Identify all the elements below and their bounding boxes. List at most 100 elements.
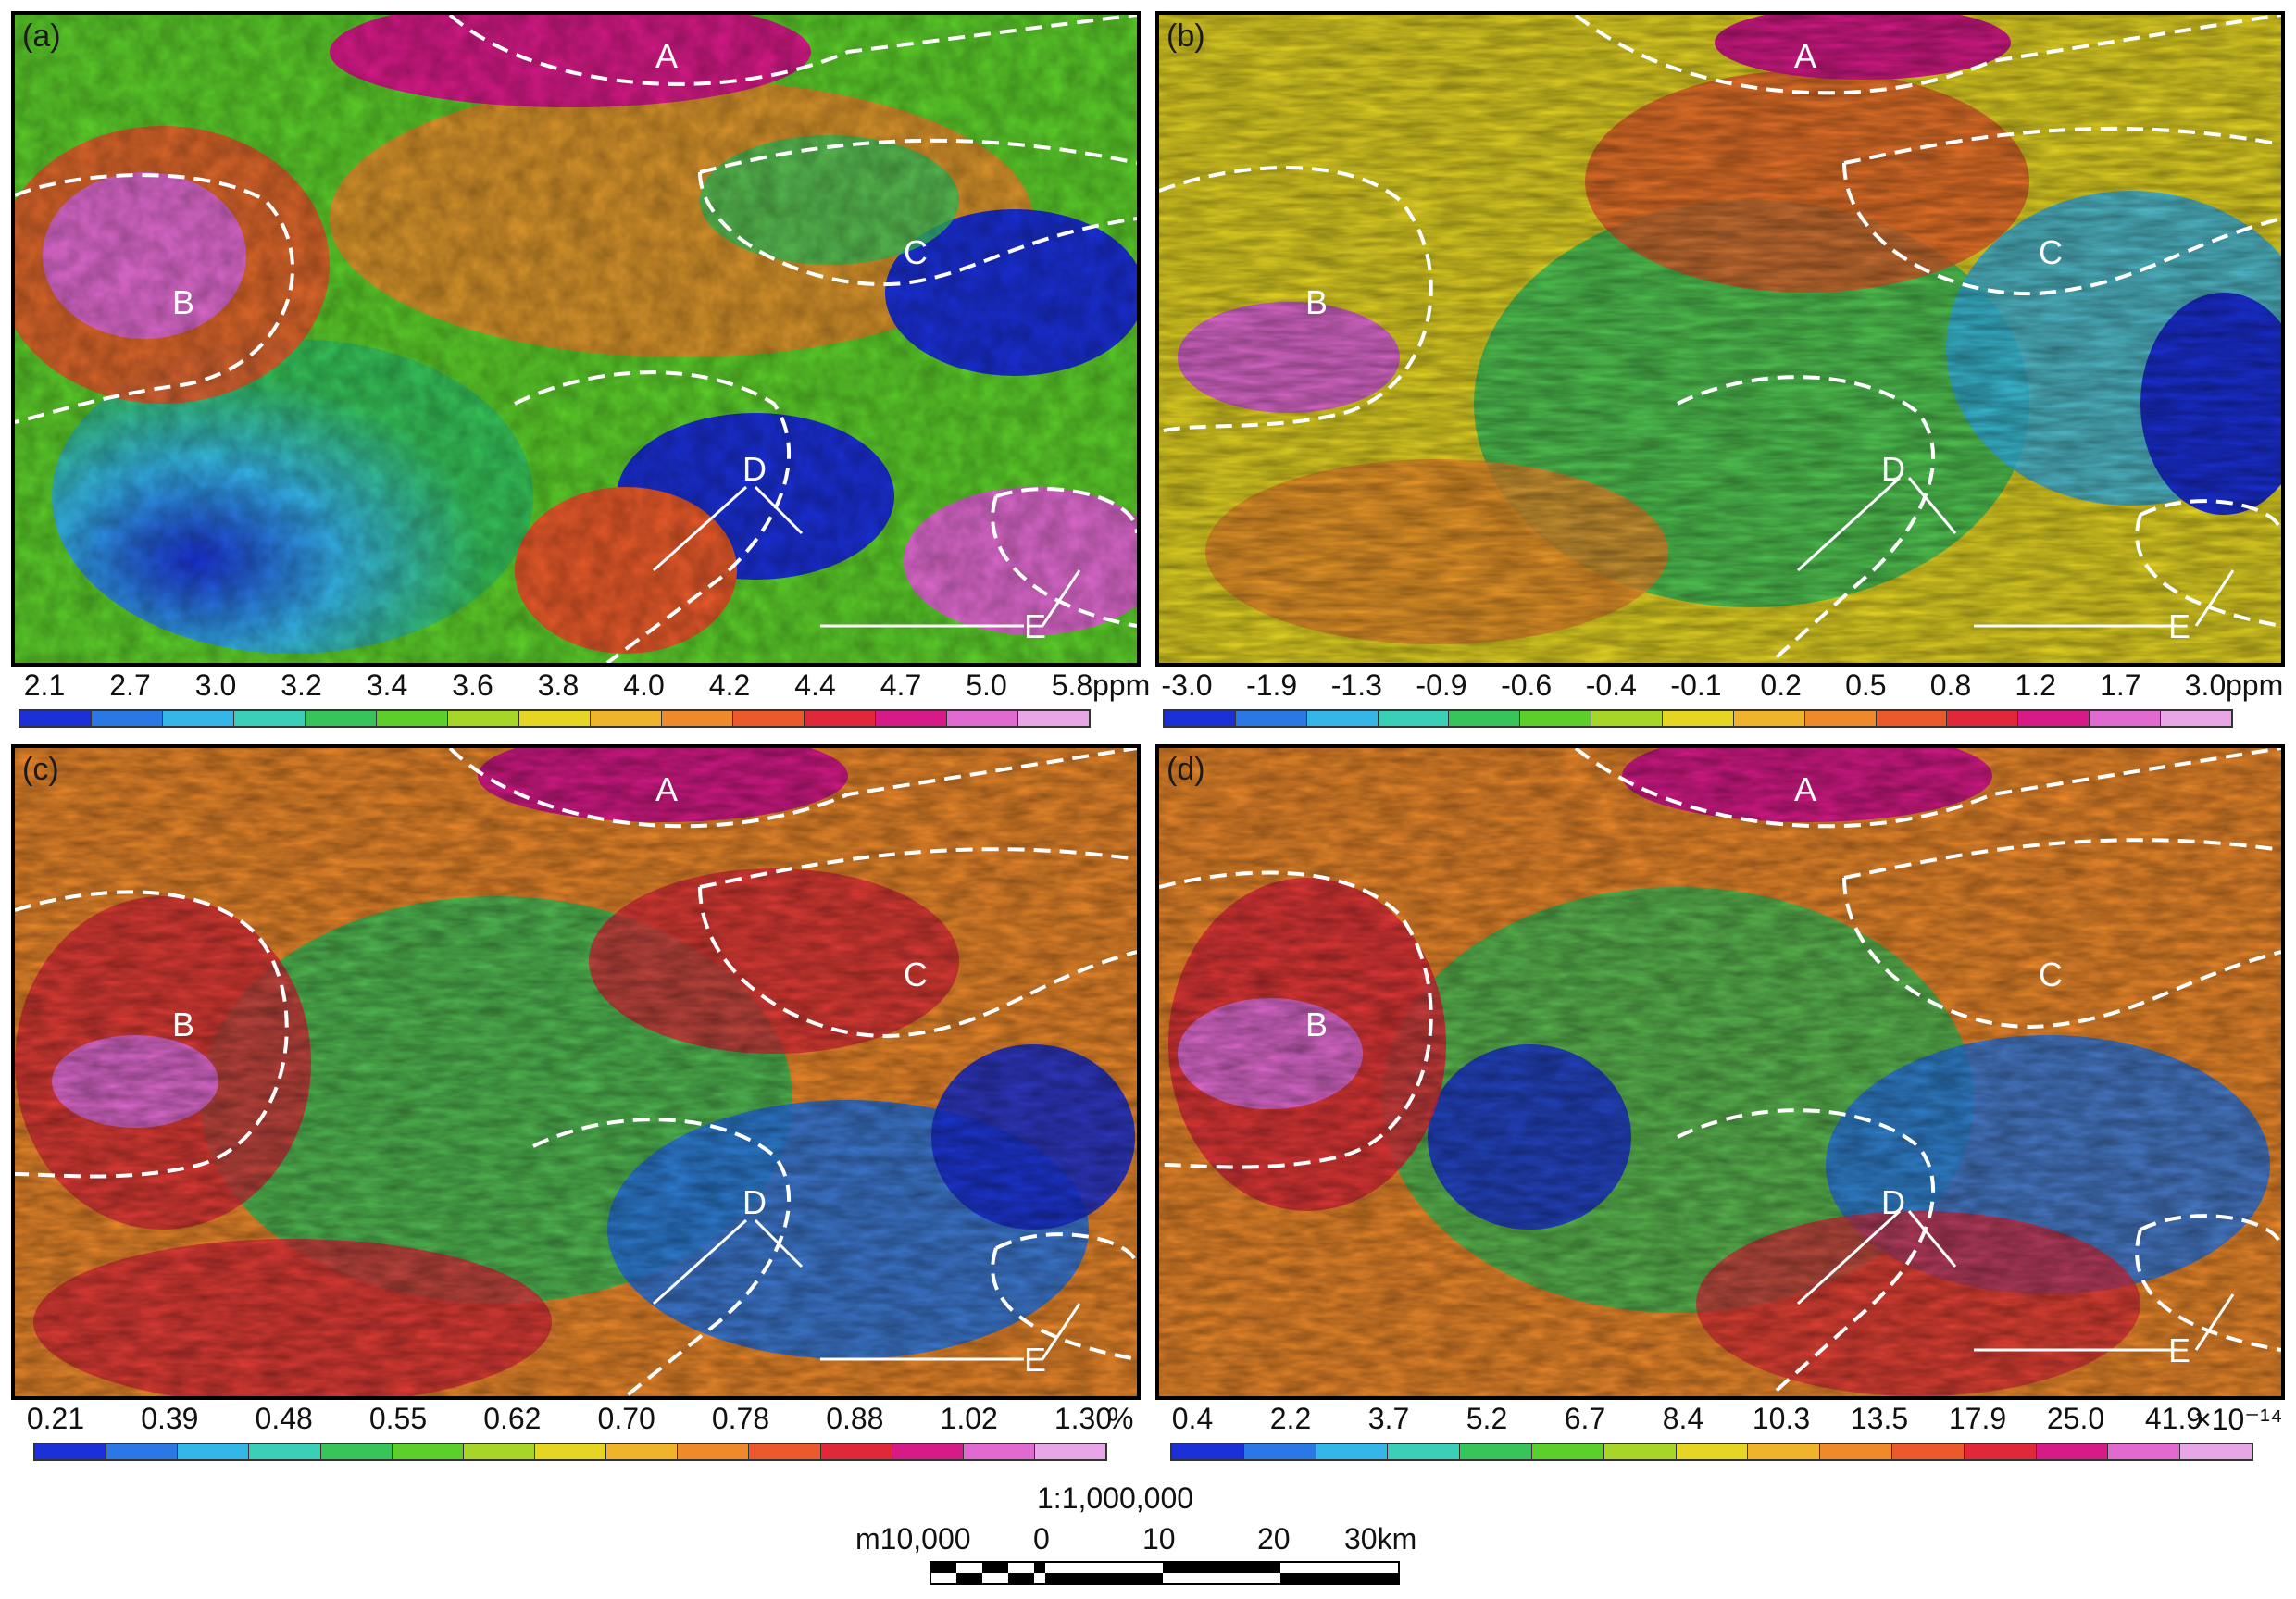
colorbar-swatch bbox=[1172, 1444, 1244, 1459]
colorbar-tick-label: 25.0 bbox=[2046, 1402, 2105, 1435]
colorbar-a bbox=[19, 709, 1091, 728]
colorbar-swatch bbox=[820, 1444, 892, 1459]
colorbar-ticks-c: 0.21 0.39 0.48 0.55 0.62 0.70 0.78 0.88 1.02 1.30 bbox=[27, 1402, 1112, 1439]
colorbar-tick-label: -0.1 bbox=[1670, 668, 1722, 702]
colorbar-swatch bbox=[1591, 711, 1664, 726]
zone-label-c: C bbox=[904, 233, 928, 271]
colorbar-b bbox=[1163, 709, 2233, 728]
zone-label-a: A bbox=[655, 770, 679, 808]
colorbar-ticks-b: -3.0 -1.9 -1.3 -0.9 -0.6 -0.4 -0.1 0.2 0.5 0.8 1.2… bbox=[1161, 668, 2227, 706]
scale-unit-prefix: m10,000 bbox=[855, 1522, 971, 1555]
zone-boundaries bbox=[15, 15, 1137, 663]
colorbar-swatch bbox=[20, 711, 92, 726]
colorbar-swatch bbox=[1733, 711, 1805, 726]
colorbar-swatch bbox=[1018, 711, 1089, 726]
colorbar-tick-label: 5.2 bbox=[1466, 1402, 1508, 1435]
zone-label-d: D bbox=[742, 1183, 767, 1221]
colorbar-swatch bbox=[448, 711, 519, 726]
zone-label-a: A bbox=[655, 37, 679, 75]
colorbar-swatch bbox=[234, 711, 306, 726]
colorbar-swatch bbox=[1306, 711, 1379, 726]
colorbar-swatch bbox=[1316, 1444, 1389, 1459]
colorbar-swatch bbox=[1891, 1444, 1965, 1459]
colorbar-tick-label: 4.7 bbox=[880, 668, 922, 702]
map-panel-b: (b) A B C D E bbox=[1155, 11, 2285, 667]
zone-leader-lines bbox=[1796, 1209, 2235, 1352]
colorbar-tick-label: 0.2 bbox=[1760, 668, 1802, 702]
colorbar-swatch bbox=[1676, 1444, 1749, 1459]
panel-label: (b) bbox=[1167, 19, 1205, 54]
scale-tick-10: 10 bbox=[1142, 1522, 1176, 1555]
colorbar-swatch bbox=[1663, 711, 1734, 726]
colorbar-swatch bbox=[35, 1444, 107, 1459]
colorbar-swatch bbox=[1243, 1444, 1316, 1459]
colorbar-swatch bbox=[1603, 1444, 1677, 1459]
colorbar-swatch bbox=[1235, 711, 1307, 726]
colorbar-swatch bbox=[1520, 711, 1592, 726]
scale-ratio: 1:1,000,000 bbox=[1037, 1481, 1194, 1515]
panel-label: (a) bbox=[22, 19, 61, 54]
colorbar-swatch bbox=[1531, 1444, 1604, 1459]
colorbar-ticks-a: 2.1 2.7 3.0 3.2 3.4 3.6 3.8 4.0 4.2 4.4 4.7 5.0 5.8 bbox=[24, 668, 1093, 706]
zone-label-a: A bbox=[1794, 37, 1817, 75]
colorbar-tick-label: 4.0 bbox=[623, 668, 665, 702]
colorbar-tick-label: 13.5 bbox=[1850, 1402, 1909, 1435]
colorbar-tick-label: 5.8 bbox=[1051, 668, 1093, 702]
colorbar-swatch bbox=[662, 711, 733, 726]
colorbar-swatch bbox=[805, 711, 876, 726]
colorbar-tick-label: 0.78 bbox=[711, 1402, 770, 1435]
zone-label-a: A bbox=[1794, 770, 1817, 808]
colorbar-tick-label: 4.2 bbox=[708, 668, 751, 702]
colorbar-tick-label: 0.5 bbox=[1845, 668, 1887, 702]
zone-boundaries bbox=[1159, 15, 2281, 663]
colorbar-swatch bbox=[320, 1444, 393, 1459]
colorbar-swatch bbox=[92, 711, 163, 726]
colorbar-tick-label: 0.39 bbox=[141, 1402, 199, 1435]
colorbar-swatch bbox=[1034, 1444, 1106, 1459]
colorbar-swatch bbox=[2108, 1444, 2181, 1459]
colorbar-swatch bbox=[1388, 1444, 1461, 1459]
zone-label-b: B bbox=[1305, 1006, 1329, 1043]
colorbar-tick-label: 3.8 bbox=[537, 668, 580, 702]
zone-label-c: C bbox=[2039, 233, 2063, 271]
colorbar-swatch bbox=[606, 1444, 679, 1459]
colorbar-swatch bbox=[892, 1444, 964, 1459]
colorbar-tick-label: 3.7 bbox=[1367, 1402, 1410, 1435]
anomaly-map-a bbox=[15, 15, 1137, 663]
colorbar-tick-label: 1.7 bbox=[2100, 668, 2141, 702]
zone-label-b: B bbox=[172, 1006, 195, 1043]
colorbar-tick-label: -3.0 bbox=[1161, 668, 1213, 702]
zone-label-e: E bbox=[1024, 607, 1047, 645]
colorbar-tick-label: 0.8 bbox=[1929, 668, 1972, 702]
colorbar-tick-label: 2.7 bbox=[109, 668, 151, 702]
zone-label-d: D bbox=[1881, 450, 1905, 488]
colorbar-swatch bbox=[749, 1444, 821, 1459]
colorbar-swatch bbox=[1449, 711, 1521, 726]
colorbar-unit-c: % bbox=[1107, 1402, 1134, 1435]
colorbar-tick-label: 0.62 bbox=[483, 1402, 542, 1435]
zone-label-b: B bbox=[1305, 283, 1329, 321]
colorbar-swatch bbox=[1804, 711, 1877, 726]
colorbar-tick-label: 8.4 bbox=[1662, 1402, 1704, 1435]
colorbar-tick-label: -0.4 bbox=[1585, 668, 1637, 702]
colorbar-swatch bbox=[2161, 711, 2231, 726]
colorbar-tick-label: 0.21 bbox=[26, 1402, 85, 1435]
scale-tick-0: 0 bbox=[1033, 1522, 1050, 1555]
colorbar-swatch bbox=[1460, 1444, 1532, 1459]
colorbar-swatch bbox=[1748, 1444, 1821, 1459]
colorbar-swatch bbox=[392, 1444, 464, 1459]
colorbar-swatch bbox=[249, 1444, 321, 1459]
zone-leader-lines bbox=[652, 485, 1081, 628]
zone-label-b: B bbox=[172, 283, 195, 321]
scale-bar bbox=[930, 1561, 1400, 1585]
colorbar-swatch bbox=[947, 711, 1018, 726]
colorbar-swatch bbox=[1165, 711, 1236, 726]
colorbar-ticks-d: 0.4 2.2 3.7 5.2 6.7 8.4 10.3 13.5 17.9 25.0 41.9 bbox=[1172, 1402, 2202, 1439]
zone-label-e: E bbox=[2168, 607, 2191, 645]
colorbar-unit-a: ppm bbox=[1092, 668, 1151, 702]
colorbar-tick-label: 6.7 bbox=[1564, 1402, 1606, 1435]
colorbar-tick-label: 3.0 bbox=[2184, 668, 2227, 702]
colorbar-tick-label: 3.4 bbox=[366, 668, 408, 702]
zone-label-e: E bbox=[1024, 1341, 1047, 1379]
colorbar-unit-b: ppm bbox=[2226, 668, 2284, 702]
